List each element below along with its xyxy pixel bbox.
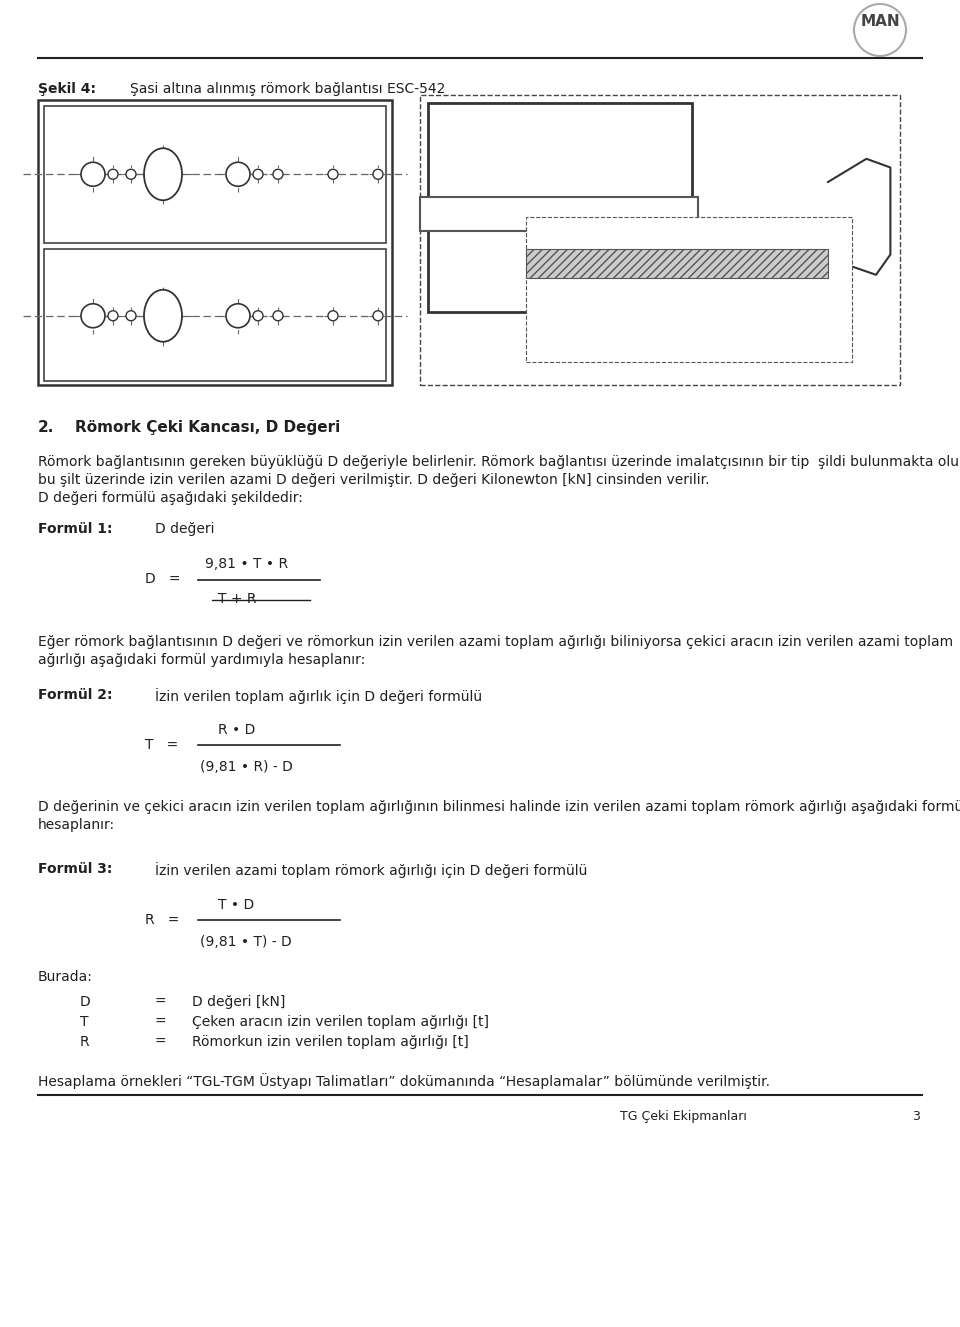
Bar (38, 100, 392, 385)
Text: İzin verilen azami toplam römork ağırlığı için D değeri formülü: İzin verilen azami toplam römork ağırlığ… (155, 863, 588, 878)
Text: Römork Çeki Kancası, D Değeri: Römork Çeki Kancası, D Değeri (75, 421, 340, 435)
Text: T + R: T + R (218, 592, 256, 606)
Text: TG Çeki Ekipmanları: TG Çeki Ekipmanları (620, 1109, 747, 1123)
Text: Burada:: Burada: (38, 970, 93, 985)
Circle shape (854, 4, 906, 56)
Bar (526, 248, 828, 277)
Text: (9,81 • R) - D: (9,81 • R) - D (200, 760, 293, 774)
Circle shape (108, 311, 118, 321)
Bar (44, 248, 386, 381)
Text: Römork bağlantısının gereken büyüklüğü D değeriyle belirlenir. Römork bağlantısı: Römork bağlantısının gereken büyüklüğü D… (38, 455, 960, 468)
Text: MAN: MAN (860, 15, 900, 29)
Bar (420, 196, 698, 231)
Circle shape (253, 170, 263, 179)
Text: hesaplanır:: hesaplanır: (38, 817, 115, 832)
Text: R   =: R = (145, 913, 180, 928)
Circle shape (328, 311, 338, 321)
Text: Formül 3:: Formül 3: (38, 863, 112, 876)
Ellipse shape (144, 289, 182, 342)
Text: R • D: R • D (218, 723, 255, 736)
Text: D   =: D = (145, 572, 180, 587)
Text: Hesaplama örnekleri “TGL-TGM Üstyapı Talimatları” dokümanında “Hesaplamalar” böl: Hesaplama örnekleri “TGL-TGM Üstyapı Tal… (38, 1074, 770, 1089)
Text: =: = (155, 1015, 167, 1028)
Circle shape (226, 162, 250, 186)
Text: Şekil 4:: Şekil 4: (38, 82, 96, 96)
Text: T: T (80, 1015, 88, 1028)
Text: T   =: T = (145, 738, 179, 752)
Circle shape (126, 170, 136, 179)
Bar (420, 96, 900, 385)
Text: Römorkun izin verilen toplam ağırlığı [t]: Römorkun izin verilen toplam ağırlığı [t… (192, 1035, 468, 1050)
Text: D: D (80, 995, 91, 1009)
Circle shape (328, 170, 338, 179)
Bar (526, 216, 852, 362)
Text: D değeri formülü aşağıdaki şekildedir:: D değeri formülü aşağıdaki şekildedir: (38, 491, 302, 506)
Text: T • D: T • D (218, 898, 254, 912)
Text: =: = (155, 1035, 167, 1050)
Text: Formül 1:: Formül 1: (38, 522, 112, 536)
Text: (9,81 • T) - D: (9,81 • T) - D (200, 936, 292, 949)
Circle shape (253, 311, 263, 321)
Circle shape (373, 311, 383, 321)
Text: Çeken aracın izin verilen toplam ağırlığı [t]: Çeken aracın izin verilen toplam ağırlığ… (192, 1015, 489, 1028)
Text: R: R (80, 1035, 89, 1050)
Bar (428, 104, 692, 312)
Text: D değerinin ve çekici aracın izin verilen toplam ağırlığının bilinmesi halinde i: D değerinin ve çekici aracın izin verile… (38, 800, 960, 813)
Circle shape (273, 170, 283, 179)
Text: 9,81 • T • R: 9,81 • T • R (205, 557, 288, 571)
Circle shape (81, 162, 105, 186)
Text: D değeri [kN]: D değeri [kN] (192, 995, 285, 1009)
Text: bu şilt üzerinde izin verilen azami D değeri verilmiştir. D değeri Kilonewton [k: bu şilt üzerinde izin verilen azami D de… (38, 472, 709, 487)
Text: ağırlığı aşağıdaki formül yardımıyla hesaplanır:: ağırlığı aşağıdaki formül yardımıyla hes… (38, 653, 365, 667)
Circle shape (226, 304, 250, 328)
Text: 3: 3 (912, 1109, 920, 1123)
Circle shape (373, 170, 383, 179)
Text: 2.: 2. (38, 421, 55, 435)
Text: İzin verilen toplam ağırlık için D değeri formülü: İzin verilen toplam ağırlık için D değer… (155, 687, 482, 703)
Circle shape (81, 304, 105, 328)
Text: Eğer römork bağlantısının D değeri ve römorkun izin verilen azami toplam ağırlığ: Eğer römork bağlantısının D değeri ve rö… (38, 636, 953, 649)
Ellipse shape (144, 149, 182, 200)
Circle shape (108, 170, 118, 179)
Text: D değeri: D değeri (155, 522, 214, 536)
Text: =: = (155, 995, 167, 1009)
Text: Formül 2:: Formül 2: (38, 687, 112, 702)
Bar (44, 106, 386, 243)
Circle shape (273, 311, 283, 321)
Text: Şasi altına alınmış römork bağlantısı ESC-542: Şasi altına alınmış römork bağlantısı ES… (130, 82, 445, 96)
Circle shape (126, 311, 136, 321)
